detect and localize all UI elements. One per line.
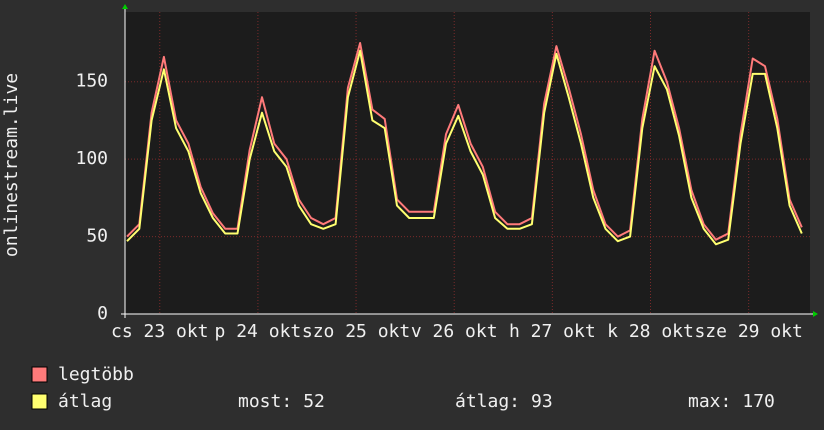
x-tick-label: szo 25 okt: [302, 321, 410, 342]
stat: max: 170: [688, 391, 775, 412]
stat-label: most:: [238, 391, 292, 412]
y-tick-label: 50: [86, 226, 108, 247]
series-line: [126, 49, 803, 246]
x-tick-label: sze 29 okt: [694, 321, 802, 342]
y-axis-title: onlinestream.live: [1, 73, 22, 257]
stat-value: 93: [531, 391, 553, 412]
legend-swatch: [31, 393, 48, 410]
stat-value: 170: [742, 391, 775, 412]
legend-swatch: [31, 366, 48, 383]
axis-arrow: [813, 311, 818, 317]
x-tick-label: h 27 okt: [509, 321, 596, 342]
y-tick-label: 0: [97, 303, 108, 324]
x-tick-label: v 26 okt: [411, 321, 498, 342]
legend-label: átlag: [58, 391, 112, 412]
stat: most: 52: [238, 391, 325, 412]
stat-label: átlag:: [455, 391, 520, 412]
plot-area: [125, 12, 810, 314]
x-tick-label: k 28 okt: [607, 321, 694, 342]
axis-arrow: [122, 4, 128, 9]
x-tick-label: p 24 okt: [215, 321, 302, 342]
y-tick-label: 150: [75, 71, 108, 92]
stat-value: 52: [303, 391, 325, 412]
stat-label: max:: [688, 391, 731, 412]
y-tick-label: 100: [75, 148, 108, 169]
x-tick-label: cs 23 okt: [111, 321, 209, 342]
stat: átlag: 93: [455, 391, 553, 412]
legend-label: legtöbb: [58, 364, 134, 385]
